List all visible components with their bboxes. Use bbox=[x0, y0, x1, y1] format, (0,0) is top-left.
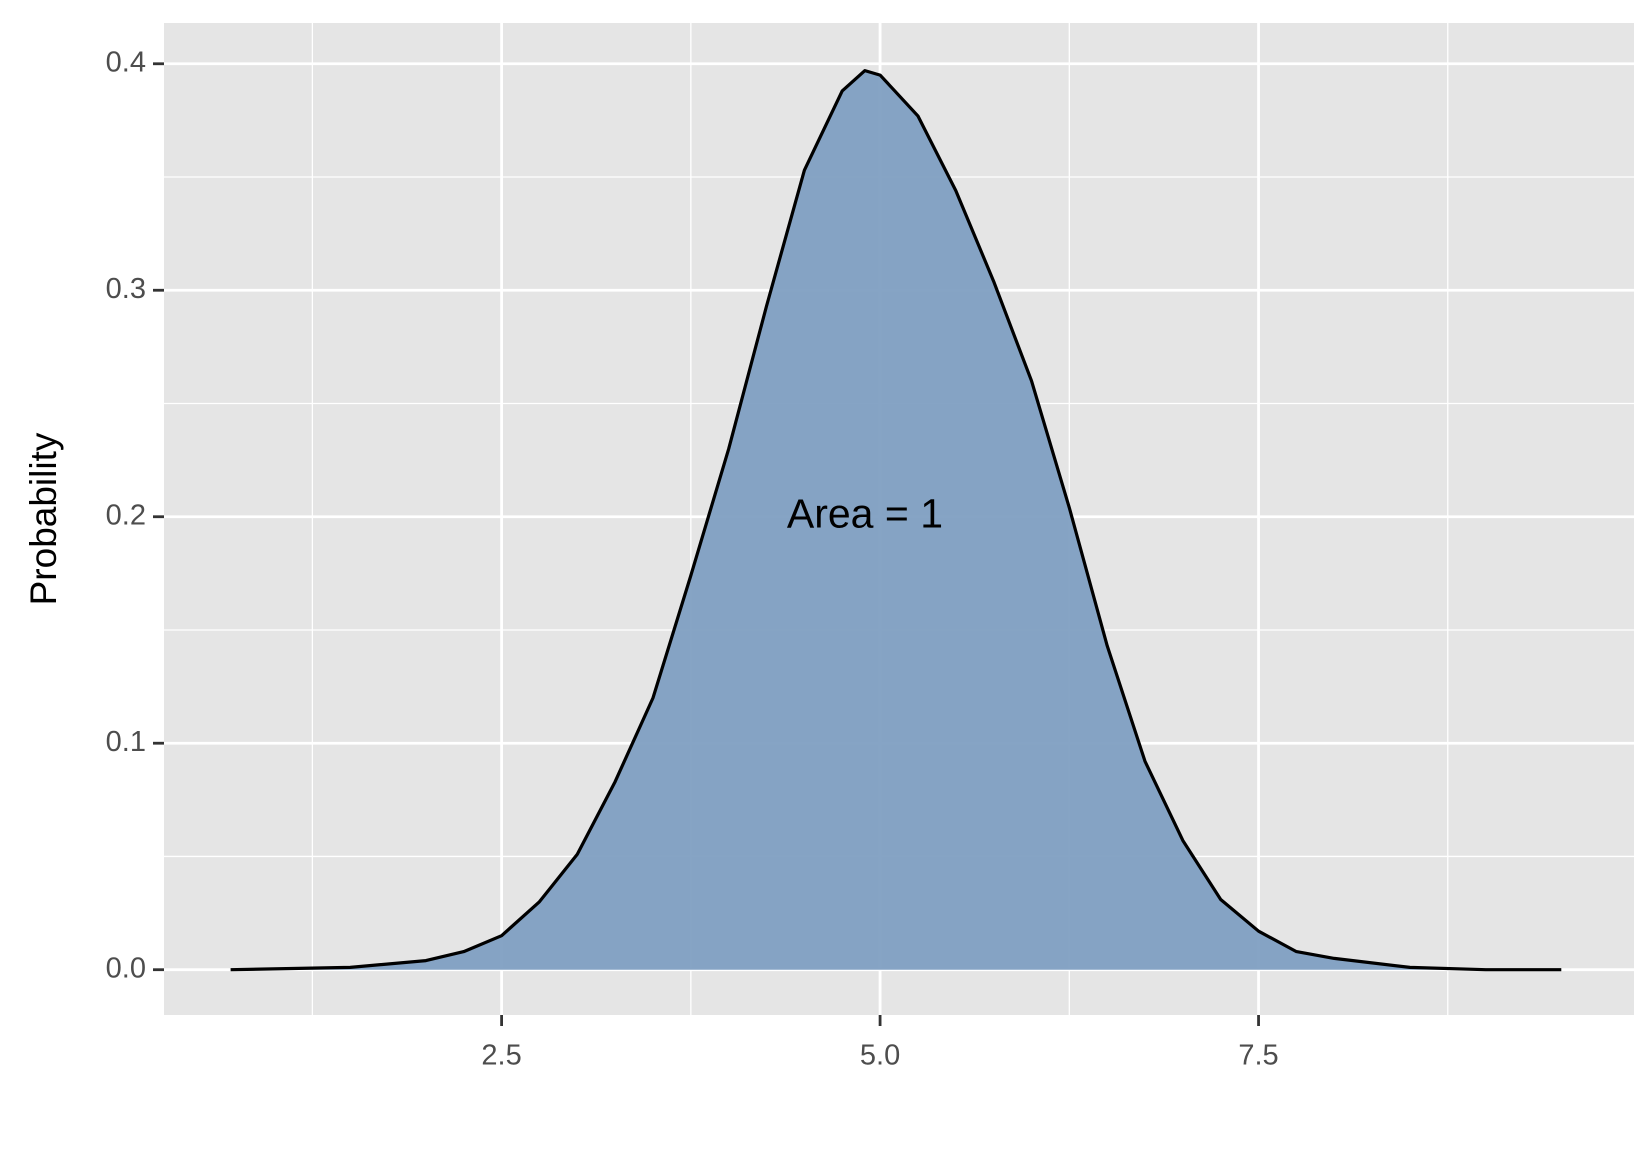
x-tick-label: 7.5 bbox=[1238, 1040, 1278, 1072]
density-line bbox=[230, 69, 1562, 972]
y-tick-label: 0.2 bbox=[106, 499, 146, 531]
y-tick-label: 0.0 bbox=[106, 952, 146, 984]
axes: 2.5 5.0 7.5 0.0 0.1 0.2 0.3 0.4 bbox=[106, 46, 1279, 1071]
x-tick-label: 5.0 bbox=[860, 1040, 900, 1072]
y-axis-title: Probability bbox=[23, 432, 64, 605]
y-tick-label: 0.3 bbox=[106, 273, 146, 305]
x-tick-label: 2.5 bbox=[481, 1040, 521, 1072]
marks: Area = 1 bbox=[230, 69, 1562, 972]
density-area bbox=[230, 70, 1562, 970]
annotation: Area = 1 bbox=[787, 491, 943, 537]
y-tick-label: 0.4 bbox=[106, 46, 146, 78]
y-tick-label: 0.1 bbox=[106, 726, 146, 758]
